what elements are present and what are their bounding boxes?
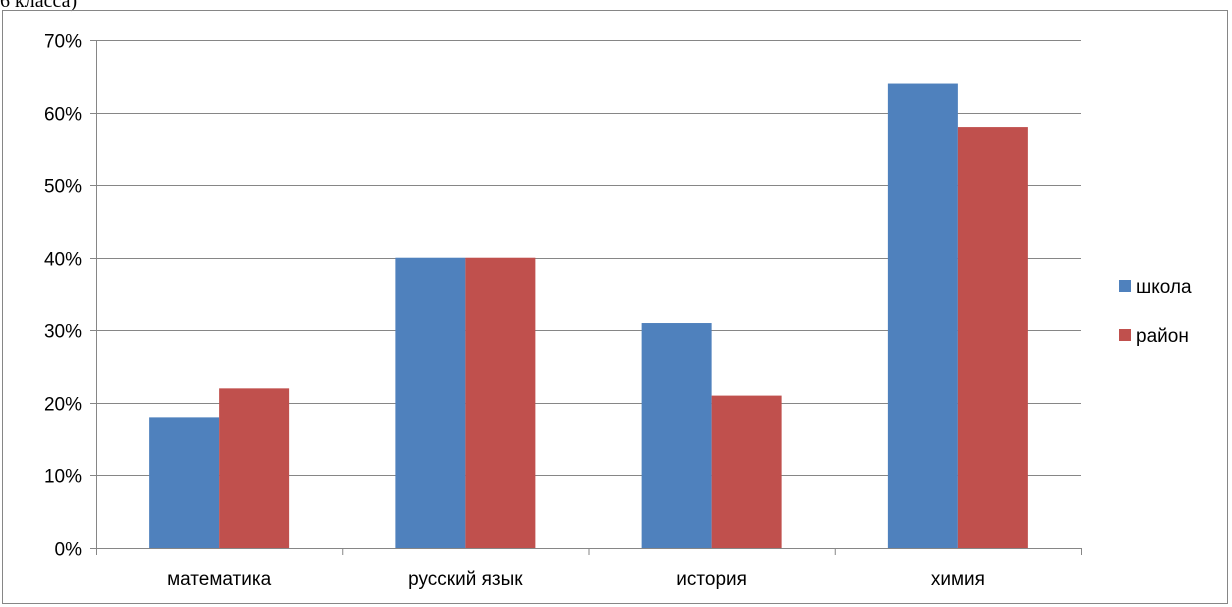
bar-school (395, 257, 466, 548)
bar-school (887, 83, 958, 549)
legend-label: школа (1136, 277, 1192, 298)
x-tick-label: математика (167, 569, 272, 590)
bar-school (641, 323, 712, 548)
legend-swatch (1119, 329, 1131, 341)
y-tick-label: 10% (44, 467, 82, 488)
bar-district (465, 257, 536, 548)
x-tick-label: русский язык (408, 569, 523, 590)
caption-text: 6 класса) (0, 0, 78, 12)
y-tick-label: 50% (44, 177, 82, 198)
y-tick-label: 30% (44, 322, 82, 343)
bar-district (219, 388, 290, 548)
x-tick-label: химия (931, 569, 985, 590)
legend-swatch (1119, 280, 1131, 292)
bar-school (149, 417, 220, 548)
bar-district (957, 127, 1028, 548)
chart-frame (2, 10, 1228, 604)
legend-label: район (1136, 326, 1189, 347)
bar-district (711, 395, 782, 548)
y-tick-label: 20% (44, 395, 82, 416)
y-tick-label: 60% (44, 105, 82, 126)
y-tick-label: 40% (44, 250, 82, 271)
y-tick-label: 70% (44, 32, 82, 53)
x-tick-label: история (676, 569, 747, 590)
y-tick-label: 0% (55, 540, 83, 561)
